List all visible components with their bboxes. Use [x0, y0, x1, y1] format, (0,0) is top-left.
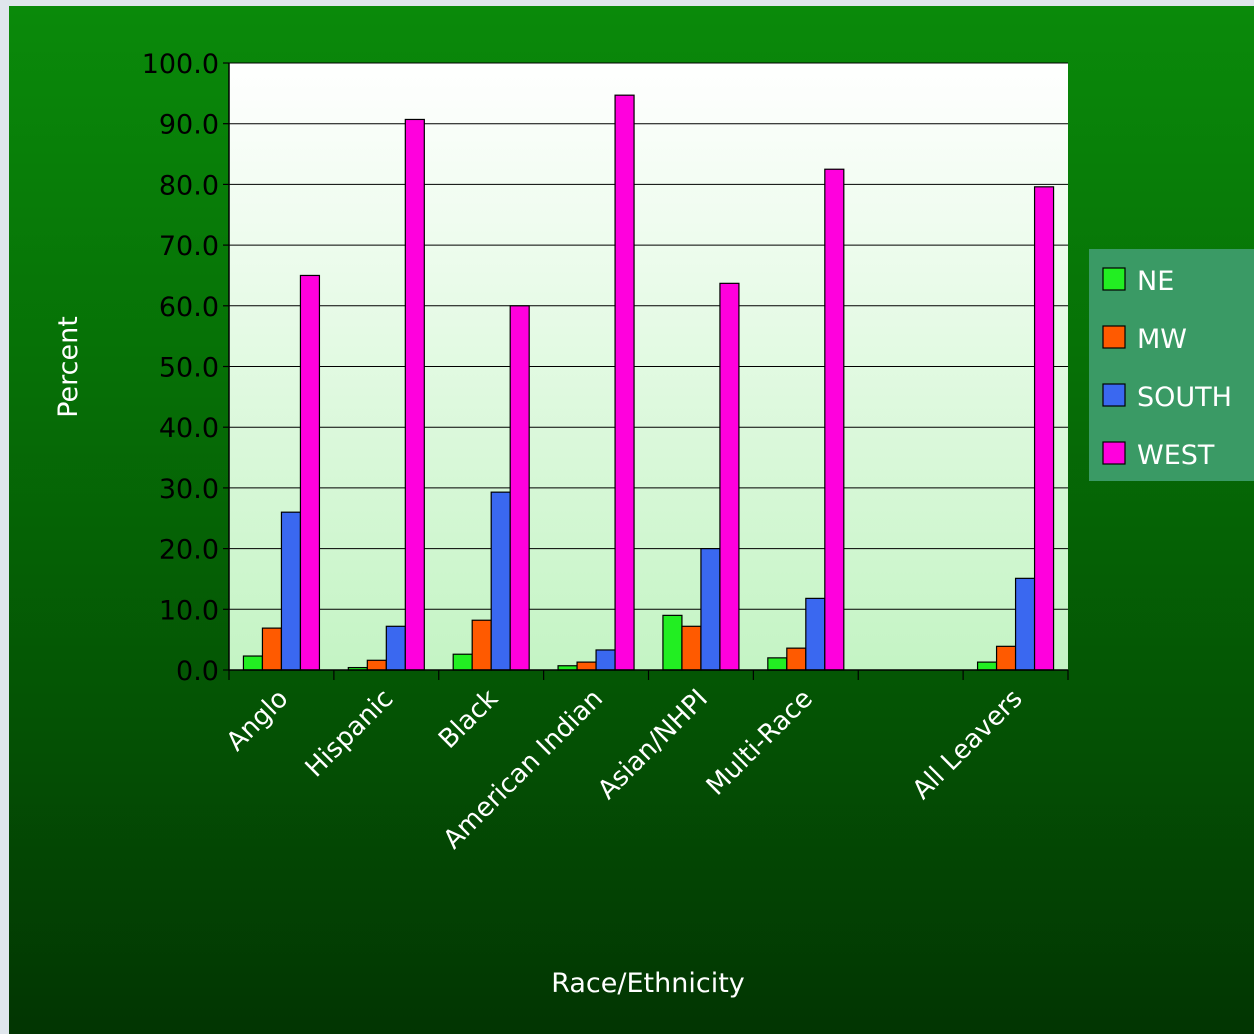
axes — [228, 63, 1069, 680]
bar-mw — [576, 661, 597, 671]
bar-south — [280, 511, 302, 671]
bar-ne — [662, 614, 683, 671]
bar-ne — [767, 657, 788, 671]
gridlines — [229, 62, 1068, 671]
bar-south — [700, 547, 721, 671]
legend: NE MW SOUTH WEST — [1089, 249, 1254, 481]
legend-label-west: WEST — [1137, 440, 1215, 471]
x-category-label: All Leavers — [907, 684, 1029, 806]
y-tick-label: 80.0 — [159, 170, 219, 201]
bar-west — [824, 168, 845, 671]
y-tick-label: 90.0 — [159, 110, 219, 141]
bar-mw — [366, 659, 387, 671]
bar-west — [299, 274, 321, 671]
bar-south — [490, 491, 511, 671]
bar-west — [614, 94, 635, 671]
bar-west — [404, 118, 425, 671]
y-tick-label: 20.0 — [159, 535, 219, 566]
legend-swatch-ne — [1102, 267, 1126, 291]
x-axis-title: Race/Ethnicity — [551, 968, 745, 999]
bars — [242, 94, 1055, 671]
y-tick-label: 100.0 — [142, 49, 219, 80]
legend-swatch-west — [1102, 441, 1126, 465]
x-category-label: Anglo — [221, 684, 294, 757]
legend-label-south: SOUTH — [1137, 382, 1232, 413]
bar-south — [1014, 577, 1036, 671]
bar-west — [1033, 186, 1055, 671]
bar-mw — [471, 619, 492, 671]
bar-south — [385, 625, 406, 671]
x-category-label: Multi-Race — [701, 684, 819, 802]
y-tick-label: 40.0 — [159, 413, 219, 444]
y-tick-label: 0.0 — [176, 656, 219, 687]
legend-swatch-south — [1102, 383, 1126, 407]
bar-ne — [242, 655, 264, 671]
legend-label-ne: NE — [1137, 266, 1174, 297]
bar-mw — [786, 647, 807, 671]
y-axis-ticks: 0.0 10.0 20.0 30.0 40.0 50.0 60.0 70.0 80.0 90.0 1… — [142, 49, 229, 687]
x-category-label: Hispanic — [300, 684, 400, 784]
bar-mw — [261, 627, 283, 671]
y-tick-label: 10.0 — [159, 595, 219, 626]
legend-label-mw: MW — [1137, 324, 1187, 355]
bar-ne — [976, 661, 998, 671]
bar-ne — [452, 653, 473, 671]
y-tick-label: 30.0 — [159, 474, 219, 505]
bar-south — [805, 597, 826, 671]
x-category-label: Asian/NHPI — [592, 684, 714, 806]
y-axis-title: Percent — [53, 316, 84, 418]
bar-west — [719, 282, 740, 671]
bar-south — [595, 649, 616, 671]
y-tick-label: 70.0 — [159, 231, 219, 262]
y-tick-label: 60.0 — [159, 292, 219, 323]
x-category-label: Black — [433, 684, 504, 755]
bar-mw — [681, 625, 702, 671]
bar-west — [509, 305, 530, 671]
y-tick-label: 50.0 — [159, 353, 219, 384]
bar-mw — [995, 645, 1017, 671]
legend-swatch-mw — [1102, 325, 1126, 349]
